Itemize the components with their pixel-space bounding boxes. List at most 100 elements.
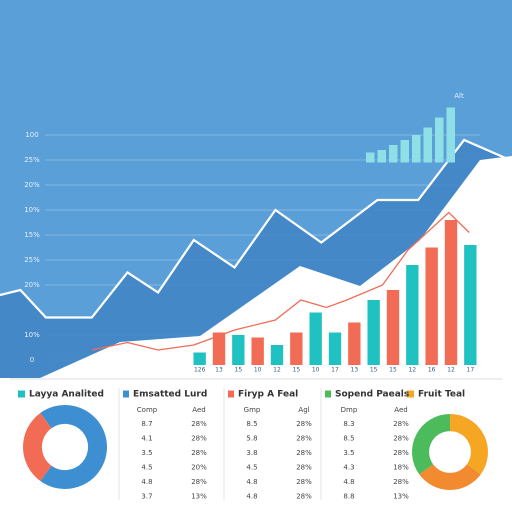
table-title: Emsatted Lurd (133, 390, 207, 400)
bar (425, 247, 438, 365)
table-cell: 8.3 (343, 420, 354, 428)
bar (444, 220, 458, 365)
mini-bar (366, 152, 375, 163)
bar (270, 345, 284, 365)
x-tick-label: 10 (254, 367, 262, 374)
donut-slice (23, 413, 52, 481)
bar (406, 265, 419, 365)
y-tick-label: 100 (25, 131, 38, 139)
x-tick-label: 12 (273, 367, 281, 374)
bar (193, 352, 206, 365)
y-tick-label: 25% (24, 156, 40, 164)
trend-line (0, 138, 511, 319)
table-cell: 18% (393, 464, 409, 472)
donut-slice (412, 414, 450, 475)
bar (386, 290, 400, 365)
table-cell: 28% (296, 464, 312, 472)
table-cell: 28% (296, 449, 312, 457)
table-cell: 28% (191, 478, 207, 486)
table-cell: 28% (296, 493, 312, 501)
x-tick-label: 12 (409, 367, 417, 374)
bar (290, 332, 303, 365)
legend-swatch (407, 390, 414, 398)
x-tick-label: 13 (215, 367, 223, 374)
bar (464, 245, 477, 365)
x-tick-label: 15 (235, 367, 243, 374)
table-cell: 4.5 (141, 464, 152, 472)
table-cell: 5.8 (246, 435, 257, 443)
table-header: Aed (192, 406, 205, 414)
table-swatch (325, 390, 331, 398)
bar (251, 337, 264, 365)
table-cell: 28% (393, 435, 409, 443)
table-cell: 8.5 (246, 420, 257, 428)
x-tick-label: 16 (428, 367, 436, 374)
x-tick-label: 15 (293, 367, 301, 374)
table-title: Sopend Paeals (335, 390, 409, 400)
y-tick-label: 10% (24, 331, 40, 339)
table-cell: 13% (393, 493, 409, 501)
y-tick-label: 20% (24, 281, 40, 289)
table-cell: 4.8 (246, 478, 257, 486)
table-cell: 4.5 (246, 464, 257, 472)
table-header: Dmp (341, 406, 358, 414)
y-tick-label: 20% (24, 181, 40, 189)
table-cell: 28% (191, 435, 207, 443)
legend-swatch (18, 390, 25, 398)
table-cell: 8.5 (343, 435, 354, 443)
mini-bar-label: Alt (454, 92, 464, 100)
mini-bar (377, 150, 386, 163)
trend-line (91, 211, 470, 351)
x-tick-label: 10 (312, 367, 320, 374)
x-tick-label: 17 (467, 367, 475, 374)
y-tick-label: 15% (24, 231, 40, 239)
x-tick-label: 12 (447, 367, 455, 374)
table-cell: 3.7 (141, 493, 152, 501)
table-cell: 4.8 (343, 478, 354, 486)
table-cell: 4.8 (246, 493, 257, 501)
table-header: Gmp (244, 406, 261, 414)
table-cell: 28% (393, 449, 409, 457)
table-cell: 28% (393, 478, 409, 486)
donut-slice (40, 404, 108, 489)
table-cell: 3.5 (343, 449, 354, 457)
table-cell: 8.8 (343, 493, 354, 501)
table-cell: 28% (393, 420, 409, 428)
mini-bar (400, 140, 409, 163)
table-header: Comp (137, 406, 158, 414)
mini-bar (412, 135, 421, 163)
table-swatch (123, 390, 129, 398)
table-cell: 3.8 (246, 449, 257, 457)
bar (348, 322, 361, 365)
donut-slice (450, 414, 488, 475)
table-title: Firyp A Feal (238, 390, 298, 400)
x-tick-label: 17 (331, 367, 339, 374)
mini-bar (446, 107, 455, 163)
x-tick-label: 126 (194, 367, 206, 374)
y-tick-label: 10% (24, 206, 40, 214)
table-header: Aed (394, 406, 407, 414)
pie-title: Fruit Teal (418, 390, 465, 400)
table-swatch (228, 390, 234, 398)
table-cell: 28% (296, 420, 312, 428)
bar (309, 312, 322, 365)
table-cell: 4.1 (141, 435, 152, 443)
table-cell: 28% (296, 435, 312, 443)
bar (212, 332, 226, 365)
table-cell: 8.7 (141, 420, 152, 428)
x-tick-label: 15 (370, 367, 378, 374)
x-tick-label: 13 (351, 367, 359, 374)
mini-bar (423, 127, 432, 163)
bar (328, 332, 342, 365)
donut-slice (419, 464, 481, 490)
mini-bar (389, 145, 398, 163)
bar (367, 300, 380, 365)
x-tick-label: 15 (389, 367, 397, 374)
table-header: Agl (298, 406, 309, 414)
y-tick-label: 0 (30, 356, 34, 364)
table-cell: 28% (296, 478, 312, 486)
pie-title: Layya Analited (29, 390, 104, 400)
table-cell: 4.8 (141, 478, 152, 486)
table-cell: 28% (191, 420, 207, 428)
